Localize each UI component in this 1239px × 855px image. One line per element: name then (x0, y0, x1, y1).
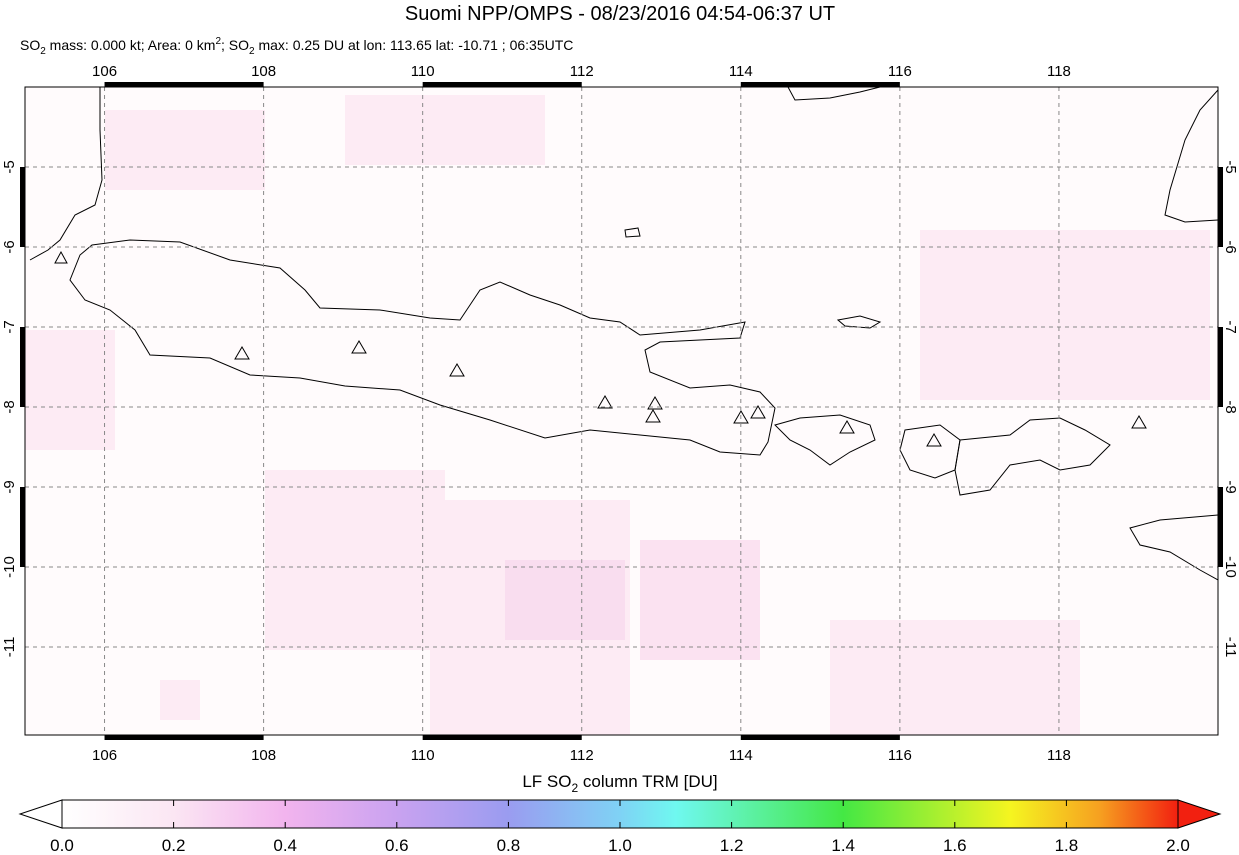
y-tick-label: -8 (1222, 400, 1239, 413)
y-tick-label: -9 (1, 480, 18, 493)
subtitle-part: 2 (215, 36, 221, 47)
colorbar-tick-label: 0.4 (273, 836, 297, 855)
volcano-markers (54, 250, 1147, 447)
map (25, 87, 1218, 735)
colorbar-over (1177, 799, 1222, 829)
x-tick-label: 110 (411, 63, 435, 80)
colorbar-tick-label: 1.8 (1055, 836, 1079, 855)
y-tick-label: -11 (1222, 637, 1239, 658)
frame-band (740, 82, 900, 87)
frame-band (20, 487, 25, 567)
frame-band (1218, 487, 1223, 567)
colorbar-tick-label: 1.6 (943, 836, 967, 855)
frame-band (20, 327, 25, 407)
x-tick-label: 108 (251, 747, 276, 764)
subtitle-part: ; SO (221, 37, 249, 53)
y-tick-label: -10 (1222, 556, 1239, 578)
y-tick-label: -7 (1, 320, 18, 333)
y-tick-label: -11 (1, 637, 18, 658)
y-tick-label: -6 (1222, 240, 1239, 253)
coastline (954, 417, 1111, 496)
y-tick-label: -6 (1, 240, 18, 253)
x-tick-label: 114 (729, 63, 753, 80)
subtitle-part: SO (20, 37, 40, 53)
subtitle-part: max: 0.25 DU at lon: 113.65 lat: -10.71 … (255, 37, 574, 53)
colorbar-label: LF SO2 column TRM [DU] (522, 772, 717, 795)
colorbar-tick-label: 0.0 (50, 836, 74, 855)
map-frame (24, 86, 1219, 736)
subtitle-part: mass: 0.000 kt; Area: 0 km (46, 37, 216, 53)
y-tick-label: -10 (1, 556, 18, 578)
x-tick-label: 116 (888, 747, 912, 764)
y-tick-label: -9 (1222, 480, 1239, 493)
subtitle-part: 2 (40, 46, 46, 57)
so2-cells (25, 95, 1210, 735)
subtitle-part: 2 (249, 46, 255, 57)
y-tick-label: -5 (1, 160, 18, 173)
x-tick-label: 110 (411, 747, 435, 764)
coastline (1129, 514, 1218, 581)
colorbar-tick-label: 0.2 (162, 836, 186, 855)
frame-band (104, 82, 264, 87)
colorbar-tick-label: 0.6 (385, 836, 409, 855)
colorbar-tick-label: 0.8 (497, 836, 521, 855)
colorbar-label-part: LF SO (522, 772, 571, 791)
x-tick-label: 106 (92, 747, 117, 764)
x-tick-label: 118 (1047, 747, 1071, 764)
x-tick-label: 108 (251, 63, 276, 80)
frame-band (1218, 327, 1223, 407)
x-tick-label: 112 (570, 747, 594, 764)
colorbar-label-part: 2 (571, 781, 578, 795)
colorbar-under (18, 799, 63, 829)
frame-band (1218, 167, 1223, 247)
colorbar-tick-label: 1.4 (831, 836, 855, 855)
frame-band (422, 82, 582, 87)
y-tick-label: -8 (1, 400, 18, 413)
colorbar-tick-label: 1.0 (608, 836, 632, 855)
coastline (624, 227, 641, 238)
colorbar-tick-label: 2.0 (1166, 836, 1190, 855)
frame-band (740, 735, 900, 740)
x-tick-label: 116 (888, 63, 912, 80)
frame-band (20, 167, 25, 247)
colorbar-label-part: column TRM [DU] (578, 772, 718, 791)
coastline (1164, 89, 1218, 223)
coastline (787, 87, 881, 101)
coastline (774, 414, 876, 466)
frame-band (422, 735, 582, 740)
axes: 106 106 108 108 110 110 112 112 114 114 116 116 118 1… (1, 63, 1239, 764)
y-tick-label: -5 (1222, 160, 1239, 173)
x-tick-label: 112 (570, 63, 594, 80)
coastline (69, 239, 776, 456)
subtitle: SO2 mass: 0.000 kt; Area: 0 km2; SO2 max… (20, 36, 573, 57)
y-tick-label: -7 (1222, 320, 1239, 333)
title: Suomi NPP/OMPS - 08/23/2016 04:54-06:37 … (405, 3, 835, 25)
frame-band (104, 735, 264, 740)
coastline (29, 87, 103, 261)
x-tick-label: 106 (92, 63, 117, 80)
colorbar-ticks: 0.0 0.2 0.4 0.6 0.8 1.0 1.2 1.4 1.6 1.8 2.0 (50, 800, 1190, 855)
coastline (899, 424, 961, 479)
coastline (836, 315, 882, 329)
x-tick-label: 118 (1047, 63, 1071, 80)
x-tick-label: 114 (729, 747, 753, 764)
colorbar-tick-label: 1.2 (720, 836, 744, 855)
